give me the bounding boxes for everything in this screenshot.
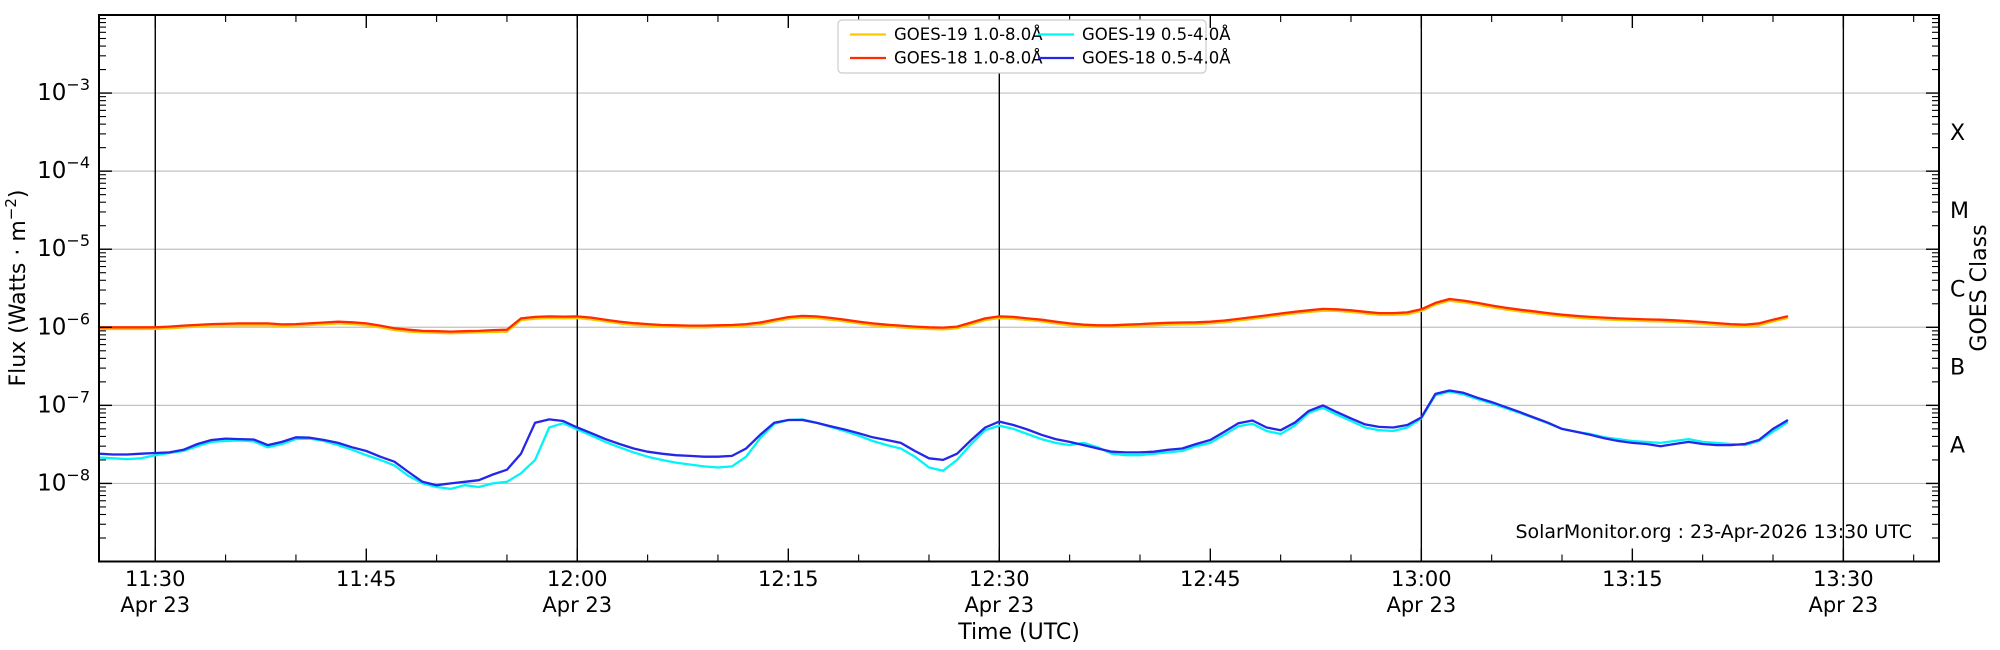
x-tick-label: 12:00 [547,567,608,591]
x-tick-label: 11:45 [336,567,397,591]
legend-item-label: GOES-18 1.0-8.0Å [894,49,1043,68]
y-tick-label: 10−3 [37,75,90,106]
y-axis-title: Flux (Watts · m−2) [2,190,31,387]
goes-class-label: X [1950,121,1965,146]
watermark-text: SolarMonitor.org : 23-Apr-2026 13:30 UTC [1515,521,1912,543]
x-tick-label: 11:30 [125,567,186,591]
legend: GOES-19 1.0-8.0Å GOES-18 1.0-8.0Å GOES-19 … [837,19,1231,74]
right-axis-title: GOES Class [1967,224,1992,351]
data-series-layer [97,297,1789,491]
goes-class-label: M [1950,199,1969,224]
series-goes-19-1-0-8-0--line [97,299,1789,335]
y-tick-label: 10−6 [37,309,90,340]
series-goes-18-1-0-8-0--line [97,297,1789,333]
x-tick-label: 12:45 [1180,567,1241,591]
x-tick-label: 13:15 [1602,567,1663,591]
x-tick-label: 13:30 [1813,567,1874,591]
legend-box [837,19,1207,74]
axes-frame-layer [98,14,1940,563]
x-tick-date-label: Apr 23 [1808,593,1878,617]
gridlines-layer [99,15,1939,562]
x-tick-date-label: Apr 23 [120,593,190,617]
x-tick-label: 12:15 [758,567,819,591]
y-tick-label: 10−5 [37,231,90,262]
legend-item-label: GOES-19 1.0-8.0Å [894,25,1043,44]
y-tick-label: 10−7 [37,387,90,418]
legend-item-label: GOES-18 0.5-4.0Å [1082,49,1231,68]
series-goes-18-0-5-4-0--line [97,389,1789,487]
goes-class-label: B [1950,355,1965,380]
x-tick-date-label: Apr 23 [542,593,612,617]
x-tick-date-label: Apr 23 [1386,593,1456,617]
y-tick-label: 10−4 [37,153,90,184]
plot-frame [98,14,1940,563]
x-tick-label: 12:30 [969,567,1030,591]
ticks-layer [99,14,1939,563]
y-tick-label: 10−8 [37,465,90,496]
legend-item-label: GOES-19 0.5-4.0Å [1082,25,1231,44]
x-axis-title: Time (UTC) [957,620,1080,645]
goes-class-label: C [1950,277,1965,302]
x-tick-date-label: Apr 23 [964,593,1034,617]
goes-class-label: A [1950,433,1965,458]
x-tick-label: 13:00 [1391,567,1452,591]
